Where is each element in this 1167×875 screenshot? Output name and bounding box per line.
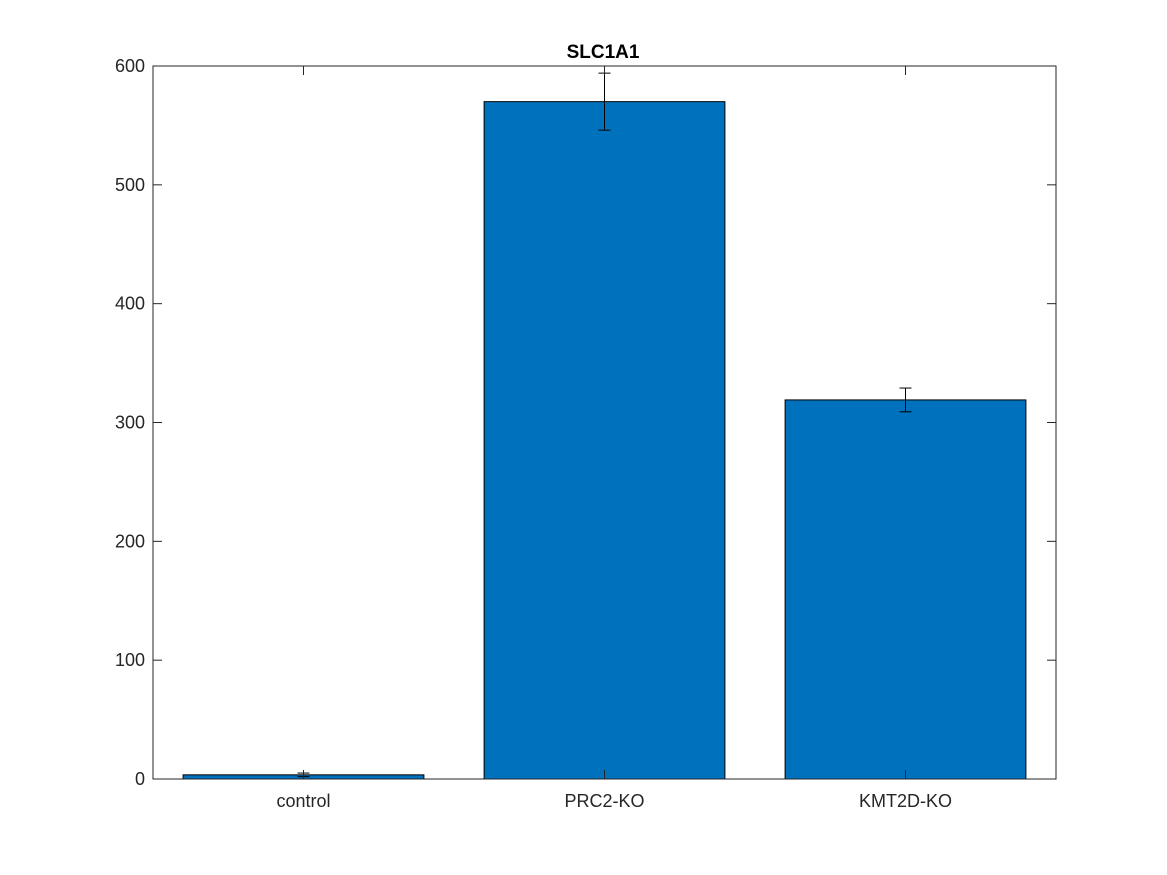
y-axis-ticks: 0 100 200 300 400 500 600 — [115, 56, 1056, 789]
y-tick-label: 0 — [135, 769, 145, 789]
chart-title: SLC1A1 — [567, 42, 640, 63]
y-tick-label: 300 — [115, 413, 145, 433]
y-tick-label: 500 — [115, 175, 145, 195]
x-tick-label: control — [276, 791, 330, 811]
y-tick-label: 100 — [115, 650, 145, 670]
y-tick-label: 600 — [115, 56, 145, 76]
x-axis-ticks: control PRC2-KO KMT2D-KO — [276, 66, 952, 811]
bar-prc2-ko — [483, 101, 726, 780]
x-tick-label: PRC2-KO — [564, 791, 644, 811]
error-bar-kmt2d-ko — [899, 387, 912, 413]
y-tick-label: 400 — [115, 294, 145, 314]
bar-kmt2d-ko — [784, 399, 1027, 780]
bars-layer — [182, 101, 1027, 780]
y-tick-label: 200 — [115, 531, 145, 551]
x-tick-label: KMT2D-KO — [859, 791, 952, 811]
